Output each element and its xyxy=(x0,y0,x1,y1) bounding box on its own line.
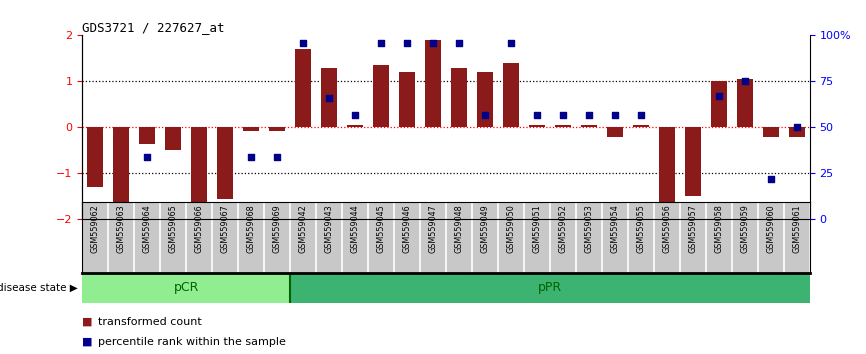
Text: GSM559067: GSM559067 xyxy=(221,204,229,253)
Text: GSM559049: GSM559049 xyxy=(481,204,489,253)
Point xyxy=(738,79,752,84)
Text: GSM559055: GSM559055 xyxy=(637,204,645,253)
Text: GSM559069: GSM559069 xyxy=(273,204,281,253)
Bar xyxy=(529,125,545,127)
Bar xyxy=(321,68,337,127)
Bar xyxy=(503,63,519,127)
Point xyxy=(140,154,154,160)
Text: transformed count: transformed count xyxy=(98,317,202,327)
Bar xyxy=(269,127,285,131)
Text: GSM559061: GSM559061 xyxy=(792,204,801,252)
Text: ■: ■ xyxy=(82,337,93,347)
Text: GDS3721 / 227627_at: GDS3721 / 227627_at xyxy=(82,21,225,34)
Bar xyxy=(290,273,810,303)
Bar xyxy=(425,40,441,127)
Bar xyxy=(633,125,649,127)
Bar xyxy=(191,127,207,206)
Point xyxy=(322,95,336,101)
Bar xyxy=(399,72,415,127)
Point xyxy=(530,112,544,118)
Text: GSM559046: GSM559046 xyxy=(403,204,411,252)
Bar xyxy=(373,65,389,127)
Text: GSM559066: GSM559066 xyxy=(195,204,204,252)
Text: GSM559063: GSM559063 xyxy=(117,204,126,252)
Point xyxy=(478,112,492,118)
Point xyxy=(712,93,726,99)
Text: GSM559057: GSM559057 xyxy=(688,204,697,253)
Point xyxy=(582,112,596,118)
Point xyxy=(270,154,284,160)
Text: GSM559050: GSM559050 xyxy=(507,204,515,253)
Text: disease state ▶: disease state ▶ xyxy=(0,282,78,293)
Point xyxy=(348,112,362,118)
Text: ■: ■ xyxy=(82,317,93,327)
Text: GSM559044: GSM559044 xyxy=(351,204,359,252)
Text: GSM559048: GSM559048 xyxy=(455,204,463,252)
Point xyxy=(556,112,570,118)
Bar xyxy=(347,125,363,127)
Point xyxy=(88,213,102,219)
Bar xyxy=(139,127,155,144)
Bar xyxy=(659,127,675,206)
Bar xyxy=(82,273,290,303)
Text: GSM559060: GSM559060 xyxy=(766,204,775,252)
Text: GSM559064: GSM559064 xyxy=(143,204,152,252)
Bar xyxy=(737,79,753,127)
Bar xyxy=(607,127,623,137)
Point xyxy=(114,213,128,219)
Bar xyxy=(711,81,727,127)
Point xyxy=(790,125,804,130)
Text: GSM559042: GSM559042 xyxy=(299,204,307,253)
Point xyxy=(192,213,206,219)
Bar xyxy=(217,127,233,199)
Point xyxy=(634,112,648,118)
Text: GSM559058: GSM559058 xyxy=(714,204,723,253)
Bar xyxy=(763,127,779,137)
Bar xyxy=(87,127,103,187)
Bar xyxy=(113,127,129,206)
Point xyxy=(608,112,622,118)
Point xyxy=(426,40,440,46)
Text: percentile rank within the sample: percentile rank within the sample xyxy=(98,337,286,347)
Text: GSM559043: GSM559043 xyxy=(325,204,333,252)
Bar xyxy=(295,49,311,127)
Text: GSM559068: GSM559068 xyxy=(247,204,255,252)
Point xyxy=(296,40,310,46)
Point xyxy=(660,207,674,213)
Bar xyxy=(451,68,467,127)
Point xyxy=(374,40,388,46)
Text: pCR: pCR xyxy=(173,281,199,294)
Text: GSM559053: GSM559053 xyxy=(585,204,593,253)
Text: GSM559052: GSM559052 xyxy=(559,204,567,253)
Point xyxy=(452,40,466,46)
Point xyxy=(400,40,414,46)
Bar xyxy=(555,125,571,127)
Bar xyxy=(165,127,181,150)
Point xyxy=(764,176,778,182)
Text: GSM559051: GSM559051 xyxy=(533,204,541,253)
Bar xyxy=(477,72,493,127)
Text: pPR: pPR xyxy=(538,281,562,294)
Text: GSM559045: GSM559045 xyxy=(377,204,385,253)
Bar xyxy=(685,127,701,196)
Point xyxy=(504,40,518,46)
Point xyxy=(218,213,232,219)
Text: GSM559056: GSM559056 xyxy=(662,204,671,253)
Bar xyxy=(789,127,805,137)
Point xyxy=(686,207,700,213)
Text: GSM559059: GSM559059 xyxy=(740,204,749,253)
Text: GSM559047: GSM559047 xyxy=(429,204,437,253)
Text: GSM559062: GSM559062 xyxy=(91,204,100,253)
Bar xyxy=(581,125,597,127)
Point xyxy=(244,154,258,160)
Bar xyxy=(243,127,259,131)
Text: GSM559065: GSM559065 xyxy=(169,204,178,253)
Text: GSM559054: GSM559054 xyxy=(611,204,619,253)
Point xyxy=(166,213,180,219)
